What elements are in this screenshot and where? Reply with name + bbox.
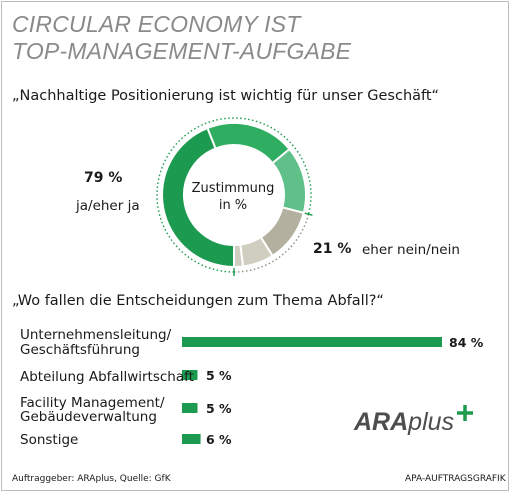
bar-value-label-1: 84 % (449, 335, 484, 350)
bar-value-label-3: 5 % (206, 401, 232, 416)
bar-chart (182, 337, 442, 444)
bar-question: „Wo fallen die Entscheidungen zum Thema … (12, 293, 384, 309)
bar-category-label-4: Sonstige (20, 432, 79, 448)
bar-1 (182, 337, 442, 347)
yes-group-label: ja/eher ja (76, 198, 140, 214)
bar-category-label-2: Abteilung Abfallwirtschaft (20, 369, 194, 385)
bar-category-label-3a: Facility Management/ (20, 395, 165, 411)
footer-credit: APA-AUFTRAGSGRAFIK (405, 474, 506, 484)
no-group-label: eher nein/nein (362, 242, 460, 258)
donut-slice-1 (161, 126, 235, 269)
bar-2 (182, 370, 198, 380)
donut-center-label-1: Zustimmung (191, 181, 275, 196)
bar-value-label-2: 5 % (206, 368, 232, 383)
bar-value-label-4: 6 % (206, 432, 232, 447)
donut-group-arc-2 (233, 213, 310, 273)
title-line-1: CIRCULAR ECONOMY IST (12, 11, 301, 37)
logo-main: ARA (354, 408, 409, 436)
yes-value-label: 79 % (84, 170, 123, 186)
donut-slice-2 (206, 122, 291, 165)
bar-4 (182, 434, 201, 444)
donut-chart (156, 117, 313, 276)
footer-source: Auftraggeber: ARAplus, Quelle: GfK (12, 474, 171, 484)
no-value-label: 21 % (313, 241, 352, 257)
bar-category-label-1b: Geschäftsführung (20, 342, 140, 358)
logo-sub: plus (408, 408, 455, 436)
donut-slice-6 (233, 243, 245, 269)
donut-center-label-2: in % (218, 198, 248, 213)
title-line-2: TOP-MANAGEMENT-AUFGABE (12, 38, 352, 64)
bar-category-label-1a: Unternehmensleitung/ (20, 327, 172, 343)
bar-3 (182, 403, 198, 413)
donut-question: „Nachhaltige Positionierung ist wichtig … (12, 88, 440, 104)
bar-category-label-3b: Gebäudeverwaltung (20, 409, 157, 425)
donut-group-tick-1 (304, 212, 313, 216)
araplus-logo: ARAplus (354, 408, 454, 437)
